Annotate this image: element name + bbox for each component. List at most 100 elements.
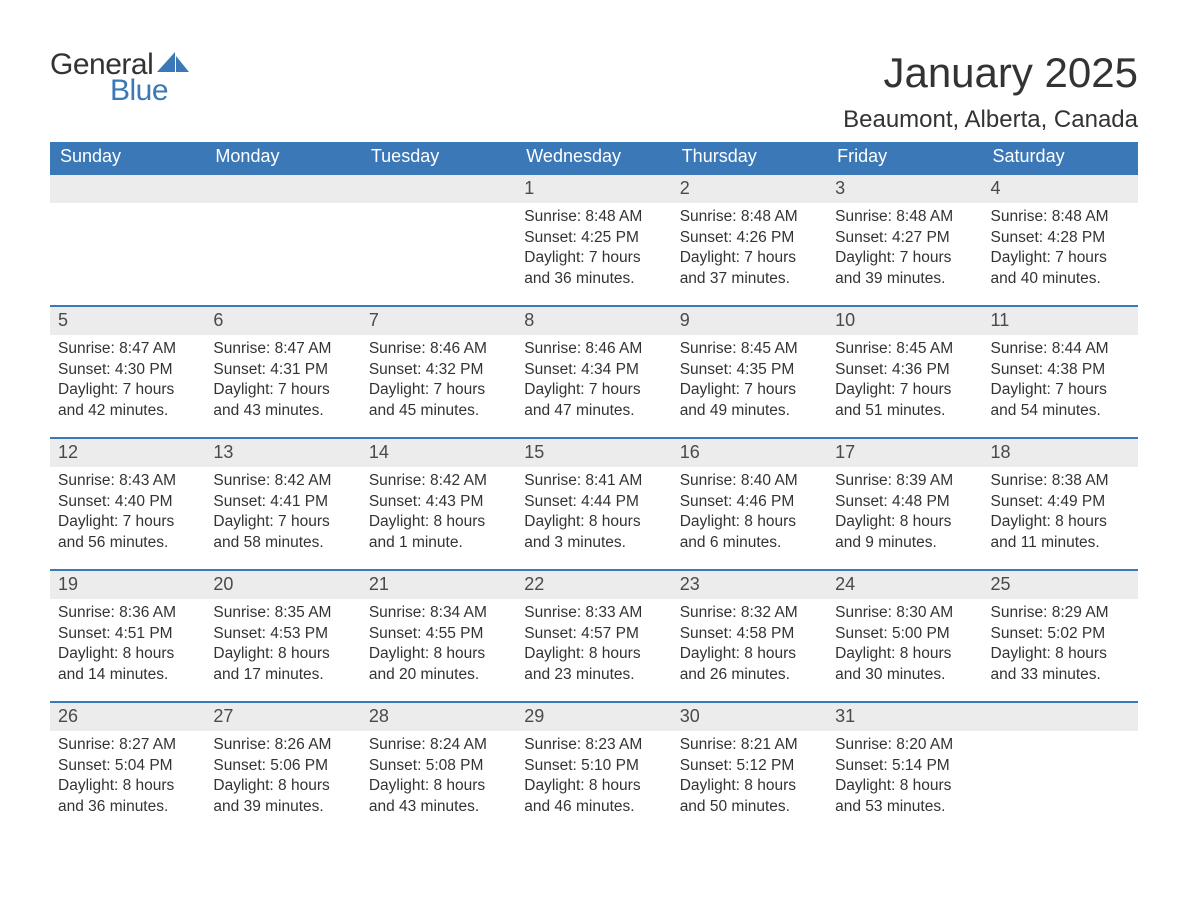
day-details: Sunrise: 8:47 AMSunset: 4:31 PMDaylight:… <box>205 335 360 433</box>
calendar-day-cell: 25Sunrise: 8:29 AMSunset: 5:02 PMDayligh… <box>983 569 1138 701</box>
calendar-day-cell: 13Sunrise: 8:42 AMSunset: 4:41 PMDayligh… <box>205 437 360 569</box>
daylight-line-2: and 17 minutes. <box>213 665 352 686</box>
day-details: Sunrise: 8:41 AMSunset: 4:44 PMDaylight:… <box>516 467 671 565</box>
sunset-line: Sunset: 4:58 PM <box>680 624 819 645</box>
daylight-line: Daylight: 7 hours <box>991 380 1130 401</box>
daylight-line-2: and 30 minutes. <box>835 665 974 686</box>
calendar-day-cell: 15Sunrise: 8:41 AMSunset: 4:44 PMDayligh… <box>516 437 671 569</box>
day-number: 12 <box>50 437 205 466</box>
day-number: 18 <box>983 437 1138 466</box>
sunrise-line: Sunrise: 8:30 AM <box>835 603 974 624</box>
daylight-line: Daylight: 7 hours <box>680 380 819 401</box>
sunrise-line: Sunrise: 8:48 AM <box>835 207 974 228</box>
daylight-line: Daylight: 8 hours <box>991 644 1130 665</box>
brand-logo: General Blue <box>50 50 191 106</box>
day-details: Sunrise: 8:48 AMSunset: 4:26 PMDaylight:… <box>672 203 827 301</box>
sunrise-line: Sunrise: 8:21 AM <box>680 735 819 756</box>
calendar-day-cell: 2Sunrise: 8:48 AMSunset: 4:26 PMDaylight… <box>672 173 827 305</box>
sunrise-line: Sunrise: 8:48 AM <box>524 207 663 228</box>
daylight-line: Daylight: 7 hours <box>58 380 197 401</box>
calendar-week-row: 1Sunrise: 8:48 AMSunset: 4:25 PMDaylight… <box>50 173 1138 305</box>
daylight-line-2: and 40 minutes. <box>991 269 1130 290</box>
daylight-line: Daylight: 7 hours <box>213 512 352 533</box>
sunrise-line: Sunrise: 8:46 AM <box>369 339 508 360</box>
day-number: 13 <box>205 437 360 466</box>
sunset-line: Sunset: 5:10 PM <box>524 756 663 777</box>
day-number: 5 <box>50 305 205 334</box>
sunset-line: Sunset: 4:43 PM <box>369 492 508 513</box>
calendar-day-cell: 8Sunrise: 8:46 AMSunset: 4:34 PMDaylight… <box>516 305 671 437</box>
calendar-day-cell: 6Sunrise: 8:47 AMSunset: 4:31 PMDaylight… <box>205 305 360 437</box>
weekday-header: Tuesday <box>361 142 516 173</box>
logo-text-blue: Blue <box>110 76 191 106</box>
calendar-day-cell: 18Sunrise: 8:38 AMSunset: 4:49 PMDayligh… <box>983 437 1138 569</box>
weekday-header: Saturday <box>983 142 1138 173</box>
day-details: Sunrise: 8:27 AMSunset: 5:04 PMDaylight:… <box>50 731 205 829</box>
daylight-line-2: and 47 minutes. <box>524 401 663 422</box>
day-details: Sunrise: 8:39 AMSunset: 4:48 PMDaylight:… <box>827 467 982 565</box>
sunset-line: Sunset: 4:26 PM <box>680 228 819 249</box>
daylight-line-2: and 14 minutes. <box>58 665 197 686</box>
daylight-line-2: and 33 minutes. <box>991 665 1130 686</box>
daylight-line: Daylight: 8 hours <box>835 644 974 665</box>
calendar-day-cell: 23Sunrise: 8:32 AMSunset: 4:58 PMDayligh… <box>672 569 827 701</box>
calendar-table: Sunday Monday Tuesday Wednesday Thursday… <box>50 142 1138 833</box>
calendar-week-row: 19Sunrise: 8:36 AMSunset: 4:51 PMDayligh… <box>50 569 1138 701</box>
calendar-day-cell: 11Sunrise: 8:44 AMSunset: 4:38 PMDayligh… <box>983 305 1138 437</box>
day-details: Sunrise: 8:42 AMSunset: 4:43 PMDaylight:… <box>361 467 516 565</box>
sunset-line: Sunset: 4:41 PM <box>213 492 352 513</box>
daylight-line-2: and 46 minutes. <box>524 797 663 818</box>
day-details: Sunrise: 8:34 AMSunset: 4:55 PMDaylight:… <box>361 599 516 697</box>
calendar-day-cell: 4Sunrise: 8:48 AMSunset: 4:28 PMDaylight… <box>983 173 1138 305</box>
daylight-line: Daylight: 7 hours <box>524 248 663 269</box>
day-number: 4 <box>983 173 1138 202</box>
sunrise-line: Sunrise: 8:34 AM <box>369 603 508 624</box>
daylight-line: Daylight: 8 hours <box>524 512 663 533</box>
calendar-day-cell: 9Sunrise: 8:45 AMSunset: 4:35 PMDaylight… <box>672 305 827 437</box>
location-title: Beaumont, Alberta, Canada <box>843 106 1138 134</box>
day-details: Sunrise: 8:43 AMSunset: 4:40 PMDaylight:… <box>50 467 205 565</box>
day-details: Sunrise: 8:24 AMSunset: 5:08 PMDaylight:… <box>361 731 516 829</box>
day-details: Sunrise: 8:38 AMSunset: 4:49 PMDaylight:… <box>983 467 1138 565</box>
day-number-empty <box>50 173 205 202</box>
calendar-day-cell: 10Sunrise: 8:45 AMSunset: 4:36 PMDayligh… <box>827 305 982 437</box>
day-number: 22 <box>516 569 671 598</box>
calendar-day-cell: 31Sunrise: 8:20 AMSunset: 5:14 PMDayligh… <box>827 701 982 833</box>
sunrise-line: Sunrise: 8:38 AM <box>991 471 1130 492</box>
sunset-line: Sunset: 5:02 PM <box>991 624 1130 645</box>
sunrise-line: Sunrise: 8:40 AM <box>680 471 819 492</box>
calendar-day-cell: 5 Sunrise: 8:47 AMSunset: 4:30 PMDaylight… <box>50 305 205 437</box>
calendar-week-row: 5Sunrise: 8:47 AMSunset: 4:30 PMDaylight… <box>50 305 1138 437</box>
daylight-line: Daylight: 8 hours <box>58 644 197 665</box>
sunrise-line: Sunrise: 8:46 AM <box>524 339 663 360</box>
sunset-line: Sunset: 5:00 PM <box>835 624 974 645</box>
sunrise-line: Sunrise: 8:47 AM <box>58 339 197 360</box>
day-details: Sunrise: 8:46 AMSunset: 4:34 PMDaylight:… <box>516 335 671 433</box>
daylight-line: Daylight: 8 hours <box>524 644 663 665</box>
daylight-line: Daylight: 8 hours <box>213 644 352 665</box>
calendar-day-cell: 20Sunrise: 8:35 AMSunset: 4:53 PMDayligh… <box>205 569 360 701</box>
sunrise-line: Sunrise: 8:47 AM <box>213 339 352 360</box>
sunset-line: Sunset: 4:40 PM <box>58 492 197 513</box>
sunrise-line: Sunrise: 8:44 AM <box>991 339 1130 360</box>
daylight-line: Daylight: 8 hours <box>680 776 819 797</box>
daylight-line-2: and 20 minutes. <box>369 665 508 686</box>
day-number: 23 <box>672 569 827 598</box>
sunrise-line: Sunrise: 8:24 AM <box>369 735 508 756</box>
month-title: January 2025 <box>843 50 1138 96</box>
daylight-line-2: and 54 minutes. <box>991 401 1130 422</box>
day-details: Sunrise: 8:21 AMSunset: 5:12 PMDaylight:… <box>672 731 827 829</box>
daylight-line-2: and 6 minutes. <box>680 533 819 554</box>
sunset-line: Sunset: 4:30 PM <box>58 360 197 381</box>
sunset-line: Sunset: 4:38 PM <box>991 360 1130 381</box>
calendar-day-cell <box>50 173 205 305</box>
day-number: 6 <box>205 305 360 334</box>
sunset-line: Sunset: 4:28 PM <box>991 228 1130 249</box>
sunset-line: Sunset: 4:57 PM <box>524 624 663 645</box>
calendar-day-cell: 22Sunrise: 8:33 AMSunset: 4:57 PMDayligh… <box>516 569 671 701</box>
calendar-day-cell: 24Sunrise: 8:30 AMSunset: 5:00 PMDayligh… <box>827 569 982 701</box>
sunset-line: Sunset: 4:32 PM <box>369 360 508 381</box>
weekday-header: Monday <box>205 142 360 173</box>
calendar-day-cell: 12Sunrise: 8:43 AMSunset: 4:40 PMDayligh… <box>50 437 205 569</box>
sunrise-line: Sunrise: 8:36 AM <box>58 603 197 624</box>
